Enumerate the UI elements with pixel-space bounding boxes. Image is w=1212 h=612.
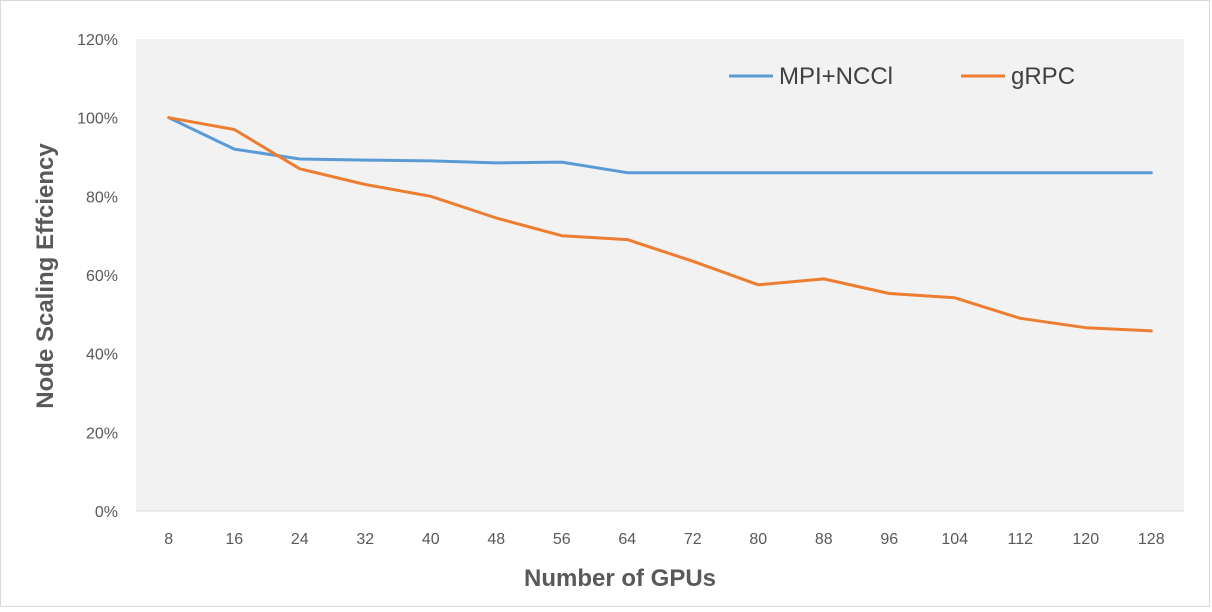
y-tick-label: 100% (77, 111, 118, 128)
x-tick-label: 104 (941, 531, 968, 548)
series-lines (167, 116, 1153, 333)
x-tick-label: 8 (164, 531, 173, 548)
y-axis-ticks: 0% 20% 40% 60% 80% 100% 120% (77, 32, 118, 521)
x-tick-label: 128 (1138, 531, 1165, 548)
x-tick-label: 112 (1007, 531, 1033, 548)
x-axis-ticks: 8 16 24 32 40 48 56 64 72 80 88 96 104 112 120 128 (164, 531, 1164, 548)
x-tick-label: 56 (553, 531, 571, 548)
x-tick-label: 72 (684, 531, 702, 548)
legend-label-mpi-nccl: MPI+NCCl (779, 63, 893, 90)
series-line-mpi-nccl (167, 116, 1153, 175)
x-tick-label: 64 (618, 531, 636, 548)
x-tick-label: 80 (749, 531, 767, 548)
plot-area-background (136, 39, 1184, 511)
legend-label-grpc: gRPC (1011, 63, 1075, 90)
y-tick-label: 40% (86, 347, 118, 364)
y-tick-label: 20% (86, 425, 118, 442)
y-tick-label: 120% (77, 32, 118, 49)
x-tick-label: 16 (225, 531, 243, 548)
x-tick-label: 40 (422, 531, 440, 548)
x-tick-label: 32 (356, 531, 374, 548)
y-tick-label: 0% (95, 504, 118, 521)
series-line-grpc (167, 116, 1153, 333)
y-axis-title: Node Scaling Effciency (32, 143, 59, 409)
x-tick-label: 88 (815, 531, 833, 548)
x-tick-label: 120 (1072, 531, 1099, 548)
legend: MPI+NCCl gRPC (729, 63, 1075, 90)
x-tick-label: 48 (487, 531, 505, 548)
x-tick-label: 96 (880, 531, 898, 548)
x-axis-title: Number of GPUs (524, 565, 716, 592)
y-tick-label: 60% (86, 268, 118, 285)
x-tick-label: 24 (291, 531, 309, 548)
y-tick-label: 80% (86, 189, 118, 206)
